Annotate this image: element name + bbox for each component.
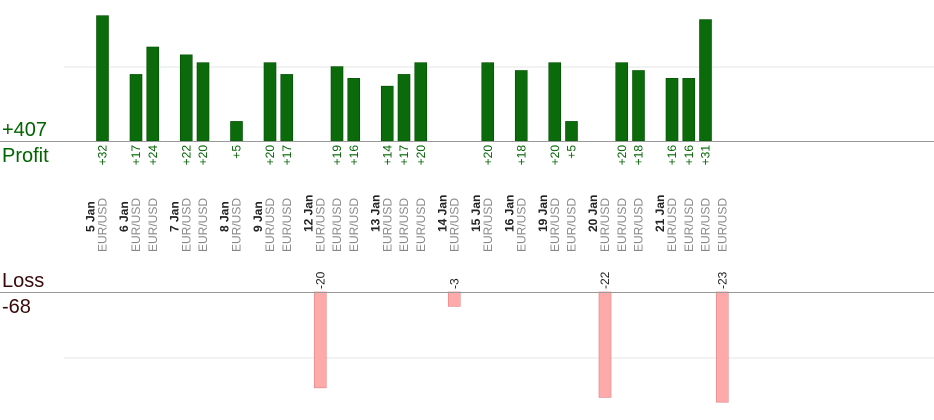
loss-value-label: -23 <box>715 271 729 289</box>
profit-bar <box>380 85 394 142</box>
profit-value-label: +24 <box>146 145 160 166</box>
profit-value-label: +20 <box>263 145 277 166</box>
loss-bar <box>598 291 612 398</box>
symbol-label: EUR/USD <box>397 198 411 252</box>
symbol-label: EUR/USD <box>447 198 461 252</box>
profit-bar <box>565 121 578 142</box>
profit-value-label: +18 <box>632 145 646 166</box>
loss-value-label: -22 <box>598 271 612 289</box>
profit-bar <box>514 70 528 142</box>
profit-bar <box>330 66 344 142</box>
loss-total: -68 <box>2 296 31 318</box>
symbol-label: EUR/USD <box>598 198 612 252</box>
profit-total: +407 <box>2 119 48 141</box>
symbol-label: EUR/USD <box>632 198 646 252</box>
date-label: 8 Jan <box>218 201 232 232</box>
symbol-label: EUR/USD <box>565 198 579 252</box>
loss-label: Loss <box>2 270 45 292</box>
profit-value-label: +20 <box>414 145 428 166</box>
profit-value-label: +17 <box>280 145 294 166</box>
symbol-label: EUR/USD <box>129 198 143 252</box>
profit-bar <box>548 62 562 142</box>
profit-value-label: +14 <box>380 145 394 166</box>
axes <box>0 141 934 293</box>
date-label: 16 Jan <box>502 195 516 232</box>
profit-bar <box>682 78 696 142</box>
profit-value-label: +22 <box>179 145 193 166</box>
symbol-label: EUR/USD <box>380 198 394 252</box>
profit-value-label: +20 <box>481 145 495 166</box>
profit-bar <box>263 62 277 142</box>
symbol-label: EUR/USD <box>615 198 629 252</box>
profit-value-label: +32 <box>96 145 110 166</box>
loss-bar <box>715 291 729 403</box>
profit-value-label: +5 <box>565 145 579 159</box>
profit-bar <box>665 78 679 142</box>
date-label: 15 Jan <box>469 195 483 232</box>
loss-value-label: -3 <box>447 278 461 289</box>
loss-value-label: -20 <box>313 271 327 289</box>
symbol-label: EUR/USD <box>414 198 428 252</box>
profit-bar <box>397 74 411 142</box>
profit-value-label: +20 <box>196 145 210 166</box>
profit-bar <box>146 46 160 142</box>
profit-label: Profit <box>2 145 49 167</box>
date-label: 7 Jan <box>167 201 181 232</box>
symbol-label: EUR/USD <box>699 198 713 252</box>
profit-value-label: +20 <box>548 145 562 166</box>
symbol-label: EUR/USD <box>96 198 110 252</box>
profit-bar <box>129 74 143 142</box>
date-label: 6 Jan <box>117 201 131 232</box>
symbol-label: EUR/USD <box>196 198 210 252</box>
date-label: 9 Jan <box>251 201 265 232</box>
profit-bar <box>96 15 109 142</box>
symbol-label: EUR/USD <box>665 198 679 252</box>
symbol-label: EUR/USD <box>347 198 361 252</box>
profit-bar <box>632 70 645 142</box>
date-label: 12 Jan <box>301 195 315 232</box>
loss-bar <box>313 291 327 389</box>
profit-bar <box>196 62 210 142</box>
profit-bar <box>230 121 243 142</box>
profit-bar <box>280 74 294 142</box>
profit-bar <box>699 19 712 142</box>
symbol-label: EUR/USD <box>179 198 193 252</box>
profit-bar <box>615 62 629 142</box>
profit-bar <box>179 54 193 142</box>
symbol-label: EUR/USD <box>481 198 495 252</box>
profit-bar <box>347 78 361 142</box>
profit-value-label: +17 <box>397 145 411 166</box>
symbol-label: EUR/USD <box>514 198 528 252</box>
symbol-label: EUR/USD <box>230 198 244 252</box>
profit-value-label: +31 <box>699 145 713 166</box>
symbol-label: EUR/USD <box>715 198 729 252</box>
symbol-label: EUR/USD <box>682 198 696 252</box>
symbol-label: EUR/USD <box>313 198 327 252</box>
date-label: 20 Jan <box>586 195 600 232</box>
profit-value-label: +20 <box>615 145 629 166</box>
date-label: 13 Jan <box>368 195 382 232</box>
profit-value-label: +16 <box>682 145 696 166</box>
profit-value-label: +19 <box>330 145 344 166</box>
profit-bar <box>414 62 428 142</box>
profit-value-label: +17 <box>129 145 143 166</box>
gridlines <box>64 66 934 359</box>
profit-value-label: +16 <box>665 145 679 166</box>
symbol-label: EUR/USD <box>146 198 160 252</box>
date-label: 19 Jan <box>536 195 550 232</box>
profit-value-label: +16 <box>347 145 361 166</box>
date-label: 21 Jan <box>653 195 667 232</box>
profit-value-label: +18 <box>514 145 528 166</box>
date-label: 5 Jan <box>84 201 98 232</box>
symbol-label: EUR/USD <box>330 198 344 252</box>
symbol-label: EUR/USD <box>280 198 294 252</box>
date-label: 14 Jan <box>435 195 449 232</box>
symbol-label: EUR/USD <box>263 198 277 252</box>
loss-bar <box>447 291 461 307</box>
profit-value-label: +5 <box>230 145 244 159</box>
profit-bar <box>481 62 495 142</box>
symbol-label: EUR/USD <box>548 198 562 252</box>
